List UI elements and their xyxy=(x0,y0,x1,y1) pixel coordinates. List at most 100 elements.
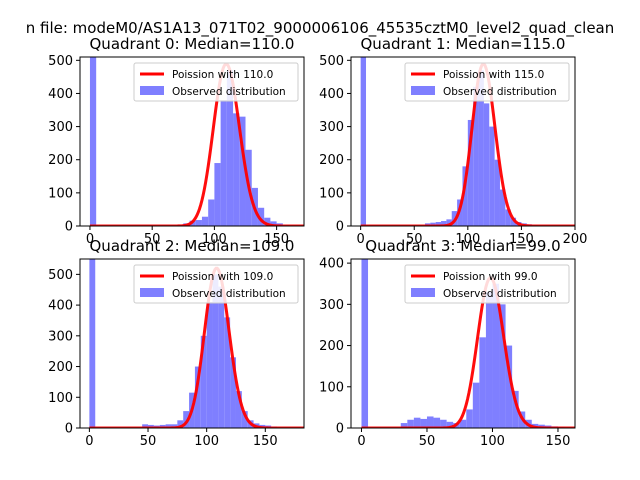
y-tick-label: 100 xyxy=(48,391,73,406)
legend-label: Observed distribution xyxy=(172,86,286,98)
histogram-bar xyxy=(505,345,513,428)
plot-area-0 xyxy=(89,57,304,226)
legend-label: Poission with 110.0 xyxy=(172,69,273,81)
y-tick-label: 400 xyxy=(319,87,344,102)
axes-frame xyxy=(350,258,576,429)
histogram-bar xyxy=(212,274,219,428)
legend: Poission with 99.0 Observed distribution xyxy=(404,264,570,304)
y-tick-label: 200 xyxy=(48,153,73,168)
histogram-bar xyxy=(206,302,213,428)
histogram-bar xyxy=(483,103,490,226)
histogram-bar xyxy=(478,70,484,226)
subplot-title: Quadrant 0: Median=110.0 xyxy=(90,35,295,53)
histogram-bar xyxy=(89,259,96,428)
y-tick-label: 0 xyxy=(65,422,73,437)
legend: Poission with 109.0 Observed distribution xyxy=(133,264,299,304)
x-tick-label: 150 xyxy=(253,434,278,449)
figure-suptitle: n file: modeM0/AS1A13_071T02_9000006106_… xyxy=(26,19,615,38)
histogram-bar xyxy=(201,216,209,226)
histogram-bar xyxy=(505,209,511,226)
axes-frame xyxy=(350,56,576,227)
legend: Poission with 115.0 Observed distribution xyxy=(404,62,570,102)
histogram-bar xyxy=(200,335,207,428)
legend-patch-swatch xyxy=(411,288,435,297)
subplot-title: Quadrant 3: Median=99.0 xyxy=(365,237,560,255)
histogram-bar xyxy=(473,86,479,226)
subplot-3: 0 50 100 150 0 100 200 300 400 Quadrant 3: Median… xyxy=(319,237,576,449)
subplot-title: Quadrant 2: Median=109.0 xyxy=(90,237,295,255)
x-tick-label: 150 xyxy=(546,434,571,449)
x-tick-label: 0 xyxy=(86,232,94,247)
histogram-bar xyxy=(264,217,271,226)
histogram-bar xyxy=(479,337,486,428)
x-tick-label: 50 xyxy=(419,434,436,449)
y-tick-label: 400 xyxy=(319,257,344,272)
legend-box xyxy=(404,62,570,102)
y-tick-label: 100 xyxy=(319,380,344,395)
histogram-bar xyxy=(159,424,166,428)
x-tick-label: 50 xyxy=(140,434,157,449)
y-tick-label: 100 xyxy=(319,186,344,201)
histogram-bar xyxy=(195,220,202,226)
histogram-bar xyxy=(426,416,434,428)
legend-patch-swatch xyxy=(140,86,164,95)
legend-patch-swatch xyxy=(411,86,435,95)
y-tick-label: 500 xyxy=(319,54,344,69)
x-tick-label: 0 xyxy=(85,434,93,449)
histogram-bar xyxy=(446,219,452,226)
histogram-bar xyxy=(441,221,447,226)
y-tick-label: 0 xyxy=(65,220,73,235)
axes-frame xyxy=(79,56,305,227)
histogram-bar xyxy=(226,70,234,226)
legend-box xyxy=(133,264,299,304)
x-tick-label: 50 xyxy=(406,232,423,247)
histogram-bar xyxy=(430,222,436,226)
histogram-bar xyxy=(466,409,473,428)
histogram-bar xyxy=(510,217,517,226)
poisson-curve xyxy=(89,62,304,226)
y-tick-label: 300 xyxy=(48,120,73,135)
x-tick-label: 100 xyxy=(455,232,480,247)
x-tick-label: 100 xyxy=(194,434,219,449)
histogram-bar xyxy=(467,119,474,226)
histogram-bar xyxy=(440,419,447,428)
histogram-bar xyxy=(183,411,190,428)
legend-label: Poission with 115.0 xyxy=(443,69,544,81)
histogram-bar xyxy=(512,390,519,428)
x-tick-label: 100 xyxy=(202,232,227,247)
x-tick-label: 200 xyxy=(563,232,588,247)
y-tick-label: 100 xyxy=(48,186,73,201)
histogram-bar xyxy=(171,424,178,428)
x-tick-label: 0 xyxy=(357,434,365,449)
legend-patch-swatch xyxy=(140,288,164,297)
histogram-bar xyxy=(361,259,369,428)
y-tick-label: 400 xyxy=(48,299,73,314)
histogram-bar xyxy=(360,57,367,226)
histogram-bar xyxy=(218,286,225,428)
histogram-bar xyxy=(499,189,506,226)
histogram-bar xyxy=(494,159,500,226)
x-tick-label: 100 xyxy=(480,434,505,449)
legend-box xyxy=(404,264,570,304)
subplot-2: 0 50 100 150 0 100 200 300 400 500 Quadrant 2: Med… xyxy=(48,237,305,449)
y-tick-label: 0 xyxy=(336,422,344,437)
histogram-bar xyxy=(446,421,454,428)
histogram-bar xyxy=(407,419,414,428)
axes-frame xyxy=(79,258,305,429)
histogram-bar xyxy=(148,424,154,428)
histogram-bar xyxy=(462,166,468,226)
histogram-bar xyxy=(220,100,227,226)
histogram-bar xyxy=(459,419,467,428)
legend-label: Poission with 99.0 xyxy=(443,271,538,283)
legend-label: Observed distribution xyxy=(443,288,557,300)
subplot-1: 0 50 100 150 200 0 100 200 300 400 500 Quadrant 1: … xyxy=(319,35,587,247)
y-tick-label: 500 xyxy=(48,54,73,69)
subplot-title: Quadrant 1: Median=115.0 xyxy=(361,35,566,53)
histogram-bar xyxy=(472,382,480,428)
histogram-bar xyxy=(194,366,201,428)
histogram-bar xyxy=(239,116,246,226)
legend-box xyxy=(133,62,299,102)
y-tick-label: 400 xyxy=(48,87,73,102)
histogram-bar xyxy=(208,199,215,226)
